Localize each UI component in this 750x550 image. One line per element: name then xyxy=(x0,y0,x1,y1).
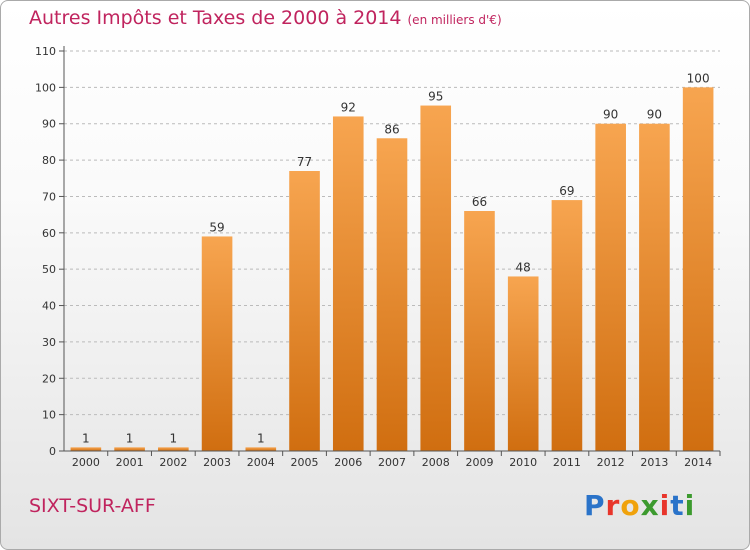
data-label: 48 xyxy=(516,260,531,274)
bar xyxy=(420,105,452,451)
data-label: 1 xyxy=(82,431,90,445)
chart-title-text: Autres Impôts et Taxes de 2000 à 2014 xyxy=(29,7,402,29)
y-tick-label: 90 xyxy=(42,118,56,131)
bar xyxy=(639,123,670,452)
data-label: 1 xyxy=(126,431,134,445)
x-tick-label: 2009 xyxy=(465,456,493,469)
commune-name: SIXT-SUR-AFF xyxy=(29,495,156,517)
bar xyxy=(551,200,583,451)
data-label: 90 xyxy=(603,108,618,122)
data-label: 66 xyxy=(472,195,487,209)
x-tick-label: 2008 xyxy=(422,456,450,469)
x-tick-label: 2006 xyxy=(334,456,362,469)
chart-unit: (en milliers d'€) xyxy=(407,13,502,27)
bars-layer: 1 1 1 59 1 77 92 86 95 66 48 69 90 90 100 xyxy=(70,71,714,452)
bar xyxy=(70,447,102,451)
bar xyxy=(114,447,145,451)
data-label: 1 xyxy=(257,431,265,445)
x-tick-label: 2000 xyxy=(72,456,100,469)
data-label: 77 xyxy=(297,155,312,169)
y-tick-label: 10 xyxy=(42,409,56,422)
y-tick-label: 80 xyxy=(42,154,56,167)
x-tick-label: 2012 xyxy=(597,456,625,469)
x-tick-label: 2010 xyxy=(509,456,537,469)
bar xyxy=(682,87,714,451)
bar xyxy=(595,123,626,452)
bar xyxy=(507,276,539,451)
chart-title: Autres Impôts et Taxes de 2000 à 2014 (en… xyxy=(29,7,502,29)
y-tick-label: 40 xyxy=(42,300,56,313)
x-tick-label: 2003 xyxy=(203,456,231,469)
data-label: 59 xyxy=(209,220,224,234)
bar xyxy=(289,171,320,451)
bar xyxy=(158,447,189,451)
data-label: 90 xyxy=(647,108,662,122)
bar xyxy=(464,211,495,451)
x-tick-label: 2013 xyxy=(640,456,668,469)
y-tick-label: 30 xyxy=(42,336,56,349)
bar xyxy=(332,116,364,452)
data-label: 95 xyxy=(428,90,443,104)
data-label: 86 xyxy=(384,122,399,136)
y-tick-label: 0 xyxy=(49,445,56,458)
data-label: 92 xyxy=(341,100,356,114)
axis-layer: 0 10 20 30 40 50 60 70 80 90 100 110 2000 2001 2002 200… xyxy=(35,45,721,469)
x-tick-label: 2005 xyxy=(291,456,319,469)
bar xyxy=(201,236,233,451)
data-label: 100 xyxy=(687,71,710,85)
bar xyxy=(376,138,408,452)
data-label: 69 xyxy=(559,184,574,198)
x-tick-label: 2011 xyxy=(553,456,581,469)
bar xyxy=(245,447,277,451)
x-tick-label: 2004 xyxy=(247,456,275,469)
proxiti-logo: Proxiti xyxy=(584,489,696,522)
data-label: 1 xyxy=(170,431,178,445)
y-tick-label: 100 xyxy=(35,81,56,94)
y-tick-label: 20 xyxy=(42,372,56,385)
x-tick-label: 2002 xyxy=(159,456,187,469)
x-tick-label: 2007 xyxy=(378,456,406,469)
y-tick-label: 50 xyxy=(42,263,56,276)
y-tick-label: 60 xyxy=(42,227,56,240)
y-tick-label: 70 xyxy=(42,190,56,203)
x-tick-label: 2014 xyxy=(684,456,712,469)
x-tick-label: 2001 xyxy=(116,456,144,469)
y-tick-label: 110 xyxy=(35,45,56,58)
